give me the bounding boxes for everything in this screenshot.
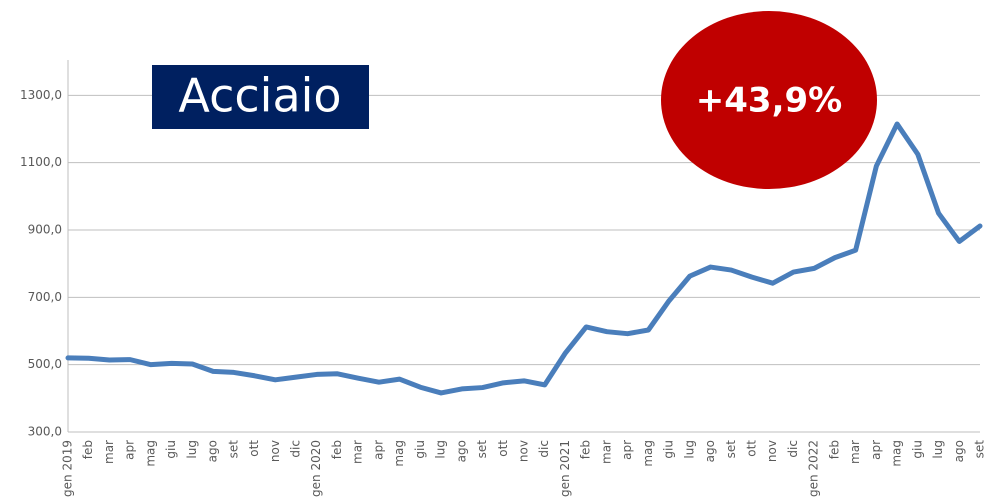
x-tick-label: mag [641,440,655,467]
x-tick-label: nov [268,440,282,462]
x-tick-label: lug [682,440,696,459]
x-tick-label: mag [392,440,406,467]
annotation: +43,9% [696,81,842,121]
x-tick-label: feb [827,440,841,459]
x-tick-label: gen 2021 [558,440,572,497]
x-tick-label: set [226,440,240,459]
line-series [65,121,983,396]
x-tick-label: gen 2019 [61,440,75,497]
x-tick-label: mar [848,440,862,464]
x-tick-label: ott [247,440,261,457]
x-tick-label: mag [890,440,904,467]
x-tick-label: set [973,440,987,459]
annotation-ellipse [661,11,877,189]
x-tick-label: nov [765,440,779,462]
x-tick-label: mar [599,440,613,464]
x-tick-label: apr [620,440,634,460]
x-tick-label: gen 2022 [807,440,821,497]
x-tick-label: ago [952,440,966,462]
y-tick-label: 1300,0 [20,88,62,102]
x-tick-label: dic [786,440,800,458]
x-tick-label: dic [537,440,551,458]
x-tick-label: mag [143,440,157,467]
x-tick-label: feb [330,440,344,459]
x-tick-label: dic [289,440,303,458]
x-tick-label: lug [434,440,448,459]
x-tick-label: apr [123,440,137,460]
x-tick-label: lug [931,440,945,459]
x-tick-label: nov [517,440,531,462]
y-tick-label: 300,0 [28,425,62,439]
x-tick-label: set [724,440,738,459]
x-tick-label: giu [413,440,427,459]
x-tick-label: giu [164,440,178,459]
chart-title: Acciaio [178,69,341,123]
x-tick-label: ott [496,440,510,457]
x-tick-label: gen 2020 [309,440,323,497]
x-tick-label: feb [579,440,593,459]
x-tick-label: ago [703,440,717,462]
y-tick-label: 1100,0 [20,155,62,169]
x-tick-label: giu [910,440,924,459]
x-tick-label: feb [81,440,95,459]
x-tick-label: apr [371,440,385,460]
x-tick-label: lug [185,440,199,459]
y-tick-label: 900,0 [28,223,62,237]
x-tick-label: set [475,440,489,459]
y-tick-label: 500,0 [28,357,62,371]
x-tick-label: apr [869,440,883,460]
y-tick-label: 700,0 [28,290,62,304]
x-tick-label: giu [662,440,676,459]
x-tick-label: ago [206,440,220,462]
x-tick-label: ott [745,440,759,457]
title-box [152,65,369,129]
x-tick-label: mar [351,440,365,464]
x-tick-label: mar [102,440,116,464]
x-tick-label: ago [454,440,468,462]
